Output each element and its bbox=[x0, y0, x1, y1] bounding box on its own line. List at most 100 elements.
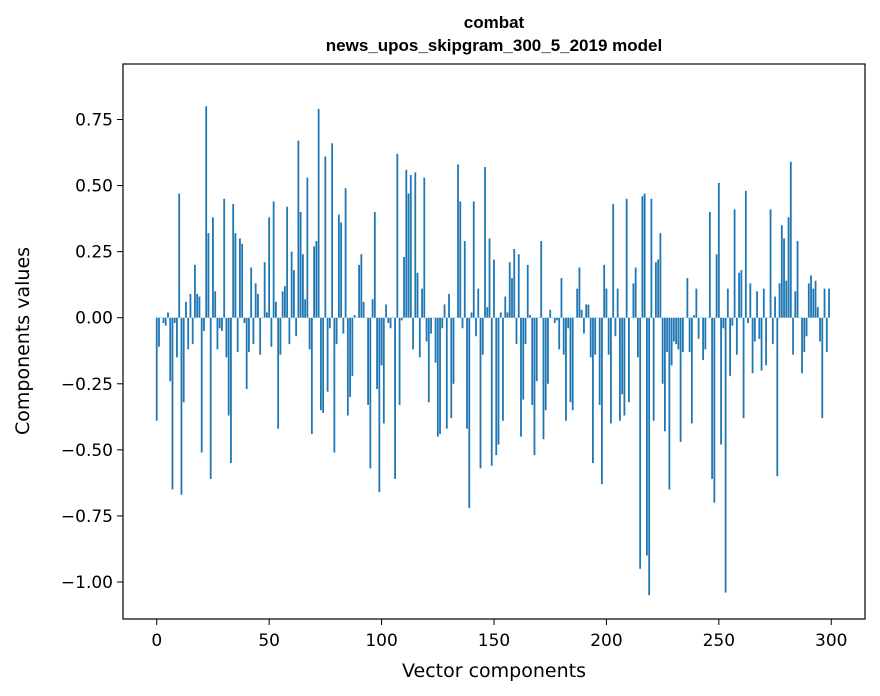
bar bbox=[439, 317, 441, 434]
plot-frame bbox=[122, 63, 866, 620]
bar bbox=[740, 270, 743, 318]
bar bbox=[619, 317, 621, 421]
bar bbox=[628, 317, 630, 403]
bar bbox=[194, 264, 196, 318]
bar bbox=[659, 233, 662, 318]
bar bbox=[823, 288, 826, 318]
x-tick-label: 200 bbox=[590, 631, 622, 651]
bar bbox=[515, 317, 518, 345]
bar bbox=[643, 193, 646, 318]
bar bbox=[702, 317, 705, 360]
bar bbox=[275, 301, 277, 318]
bar bbox=[484, 167, 486, 318]
bar bbox=[200, 317, 203, 453]
bar bbox=[281, 291, 284, 318]
bar bbox=[178, 193, 181, 318]
bar bbox=[511, 278, 513, 318]
bar bbox=[569, 317, 572, 403]
bar bbox=[506, 312, 509, 318]
bar bbox=[259, 317, 262, 355]
bar bbox=[610, 317, 612, 424]
bar bbox=[578, 267, 581, 318]
bar bbox=[553, 317, 556, 323]
bar bbox=[245, 317, 248, 390]
bar bbox=[711, 317, 713, 479]
bar bbox=[819, 317, 821, 342]
bar bbox=[436, 317, 439, 437]
bar bbox=[387, 317, 390, 323]
bar-series bbox=[155, 106, 830, 596]
bar bbox=[286, 206, 289, 318]
bar bbox=[807, 283, 810, 318]
bar bbox=[677, 317, 680, 350]
bar bbox=[414, 172, 417, 318]
bar bbox=[787, 217, 790, 318]
bar bbox=[182, 317, 185, 403]
bar bbox=[637, 317, 639, 358]
bar bbox=[239, 238, 241, 318]
bar bbox=[825, 317, 828, 353]
bar bbox=[227, 317, 230, 416]
bar bbox=[758, 317, 761, 339]
bar bbox=[810, 275, 812, 318]
bar bbox=[508, 262, 511, 318]
bar bbox=[162, 317, 165, 323]
bar bbox=[448, 293, 450, 318]
bar bbox=[479, 317, 482, 469]
bar bbox=[373, 212, 376, 318]
bar bbox=[814, 280, 817, 318]
bar bbox=[266, 312, 268, 318]
bar bbox=[693, 315, 696, 318]
bar bbox=[378, 317, 381, 493]
bar bbox=[360, 254, 363, 318]
bar bbox=[616, 288, 619, 318]
bar bbox=[382, 317, 385, 424]
bar bbox=[310, 317, 313, 434]
bar bbox=[675, 317, 678, 345]
bar bbox=[713, 317, 716, 503]
bar bbox=[585, 304, 588, 318]
bar bbox=[646, 317, 648, 556]
bar bbox=[191, 317, 194, 345]
bar bbox=[425, 317, 428, 342]
bar bbox=[475, 317, 477, 337]
bar bbox=[212, 217, 214, 318]
bar bbox=[416, 272, 419, 318]
bar bbox=[353, 315, 356, 318]
bar bbox=[592, 317, 594, 464]
bar bbox=[421, 288, 423, 318]
bar bbox=[490, 317, 493, 466]
bar bbox=[295, 317, 298, 337]
bar bbox=[248, 317, 250, 353]
bar bbox=[167, 312, 169, 318]
bar bbox=[733, 209, 736, 318]
x-tick-label: 100 bbox=[365, 631, 397, 651]
bar bbox=[517, 254, 520, 318]
bar bbox=[771, 317, 774, 345]
bar bbox=[407, 193, 410, 318]
bar bbox=[185, 301, 187, 318]
bar bbox=[221, 317, 223, 331]
bar bbox=[427, 317, 430, 403]
bar bbox=[783, 238, 785, 318]
bar bbox=[468, 317, 471, 508]
bar bbox=[272, 201, 275, 318]
bar bbox=[504, 296, 507, 318]
bar bbox=[756, 291, 758, 318]
bar bbox=[648, 317, 651, 596]
bar bbox=[717, 182, 720, 318]
bar bbox=[337, 214, 340, 318]
bar bbox=[164, 317, 167, 326]
bar bbox=[230, 317, 232, 464]
y-axis-ticks: −1.00 −0.75 −0.50 −0.25 0.00 0.25 0.50 0.75 bbox=[61, 111, 123, 593]
bar bbox=[299, 212, 302, 318]
bar bbox=[180, 317, 183, 495]
bar bbox=[715, 254, 718, 318]
bar bbox=[232, 204, 235, 318]
bar bbox=[607, 317, 610, 355]
bar bbox=[331, 143, 334, 318]
bar bbox=[828, 288, 830, 318]
bar bbox=[547, 317, 549, 384]
bar bbox=[686, 278, 689, 318]
bar bbox=[326, 317, 329, 392]
